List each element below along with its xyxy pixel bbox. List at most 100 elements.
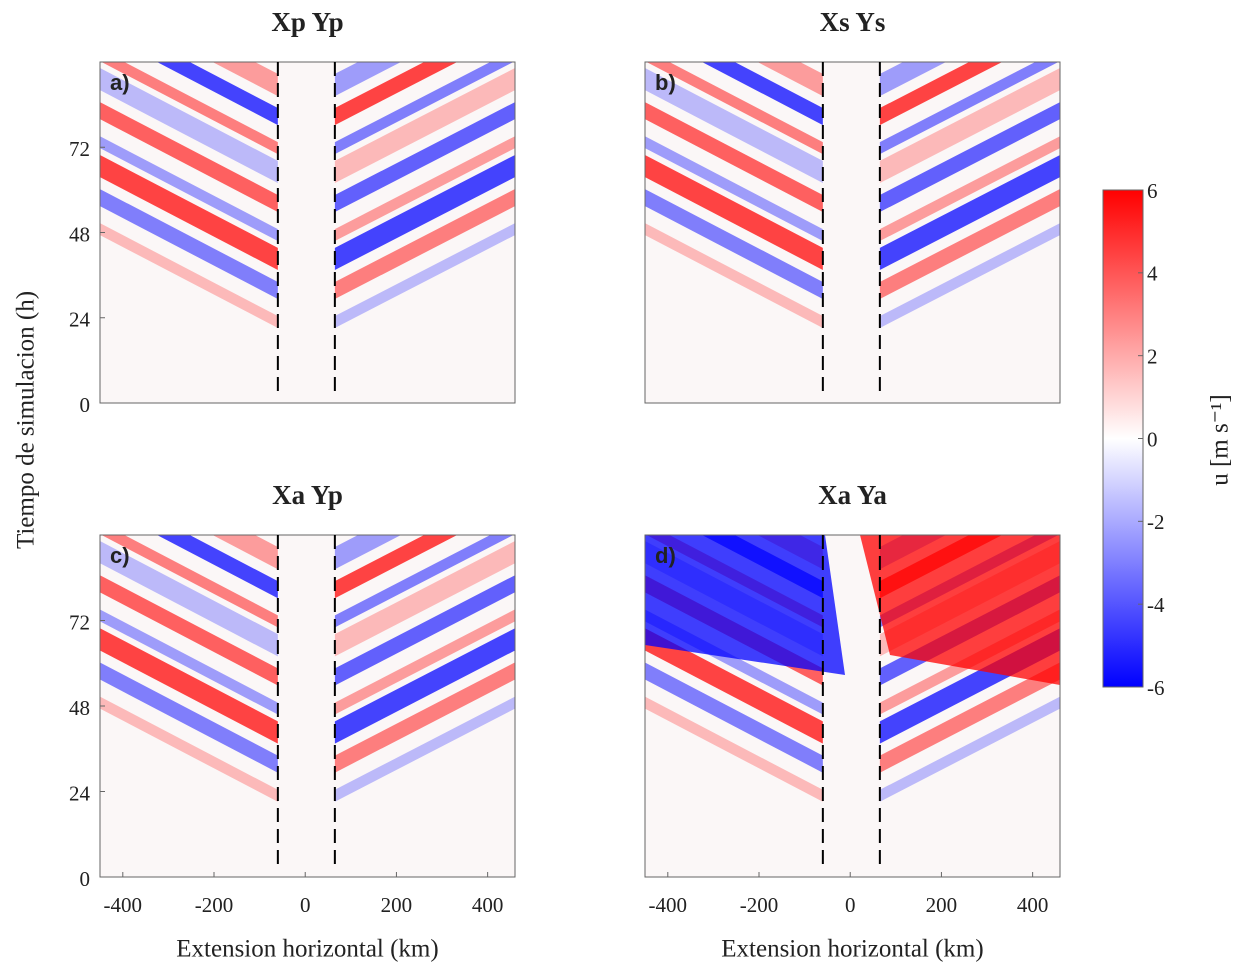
field-texture <box>645 154 823 271</box>
colorbar-tick-label: -6 <box>1147 676 1165 700</box>
panel-label: a) <box>110 70 130 95</box>
field-texture <box>101 62 278 155</box>
field-texture <box>334 575 515 686</box>
field-texture <box>334 67 515 184</box>
field-texture <box>646 62 823 155</box>
x-tick-label: -400 <box>649 893 688 917</box>
x-tick-label: 200 <box>926 893 958 917</box>
x-tick-label: -400 <box>104 893 143 917</box>
x-tick-label: 400 <box>472 893 504 917</box>
y-tick-label: 0 <box>80 393 91 417</box>
field-texture <box>702 62 823 126</box>
field-texture <box>100 154 278 271</box>
field <box>645 62 1060 403</box>
field-bg <box>100 62 515 403</box>
x-tick-label: -200 <box>740 893 779 917</box>
field-texture <box>334 62 458 126</box>
colorbar-tick-label: 6 <box>1147 179 1158 203</box>
field-texture <box>757 62 823 97</box>
field-texture <box>879 62 946 97</box>
x-tick-label: 0 <box>300 893 311 917</box>
field-bg <box>645 62 1060 403</box>
field-texture <box>879 67 1060 184</box>
x-axis-label: Extension horizontal (km) <box>176 936 438 963</box>
field-texture <box>860 535 1060 685</box>
field-texture <box>334 535 458 599</box>
field-texture <box>645 535 845 675</box>
panel-label: c) <box>110 543 130 568</box>
colorbar-tick-label: -4 <box>1147 593 1165 617</box>
panel-title: Xs Ys <box>820 7 886 37</box>
field-texture <box>334 154 515 271</box>
field-texture <box>334 189 515 299</box>
panel-label: b) <box>655 70 676 95</box>
field <box>645 535 1060 877</box>
field <box>100 62 515 403</box>
field <box>100 535 515 877</box>
colorbar-tick-label: 4 <box>1147 262 1158 286</box>
x-tick-label: 200 <box>381 893 413 917</box>
x-tick-label: -200 <box>195 893 234 917</box>
field-texture <box>334 535 514 628</box>
field-texture <box>334 662 515 773</box>
field-texture <box>879 62 1003 126</box>
field-texture <box>334 62 514 155</box>
field-texture <box>645 189 823 299</box>
field-texture <box>100 223 278 328</box>
field-texture <box>334 62 401 97</box>
colorbar-tick-label: -2 <box>1147 510 1165 534</box>
field-texture <box>100 575 278 686</box>
x-tick-label: 400 <box>1017 893 1049 917</box>
field-texture <box>100 541 278 657</box>
field-texture <box>334 541 515 657</box>
panel-title: Xa Yp <box>272 480 343 510</box>
colorbar-tick-label: 2 <box>1147 344 1158 368</box>
y-tick-label: 24 <box>69 308 91 332</box>
colorbar-tick-label: 0 <box>1147 427 1158 451</box>
y-tick-label: 72 <box>69 137 90 161</box>
field-texture <box>334 628 515 744</box>
y-tick-label: 72 <box>69 610 90 634</box>
panel-label: d) <box>655 543 676 568</box>
field-texture <box>879 102 1060 213</box>
field-texture <box>645 628 823 744</box>
field-texture <box>879 189 1060 299</box>
field-texture <box>100 628 278 744</box>
field-texture <box>334 535 401 570</box>
field-texture <box>100 102 278 213</box>
field-texture <box>645 136 823 242</box>
colorbar <box>1102 189 1144 688</box>
panel-title: Xa Ya <box>818 480 887 510</box>
y-tick-label: 0 <box>80 867 91 891</box>
colorbar-label: u [m s⁻¹] <box>1207 394 1234 486</box>
field-texture <box>157 62 278 126</box>
field-texture <box>212 535 278 570</box>
field-texture <box>879 662 1060 773</box>
field-texture <box>212 62 278 97</box>
field-texture <box>645 223 823 328</box>
field-texture <box>334 223 515 328</box>
field-texture <box>101 535 278 628</box>
field-texture <box>879 154 1060 271</box>
y-axis-label: Tiempo de simulacion (h) <box>13 291 40 549</box>
field-texture <box>879 62 1059 155</box>
field-texture <box>879 223 1060 328</box>
field-texture <box>334 609 515 715</box>
field-texture <box>100 696 278 802</box>
field-texture <box>645 662 823 773</box>
y-tick-label: 48 <box>69 696 90 720</box>
field-texture <box>645 696 823 802</box>
field-texture <box>645 102 823 213</box>
field-texture <box>100 609 278 715</box>
y-tick-label: 48 <box>69 222 90 246</box>
field-texture <box>100 68 278 184</box>
field-texture <box>334 102 515 213</box>
field-texture <box>645 68 823 184</box>
y-tick-label: 24 <box>69 781 91 805</box>
field-texture <box>100 136 278 242</box>
field-bg <box>100 535 515 877</box>
field-texture <box>879 696 1060 802</box>
panel-title: Xp Yp <box>271 7 343 37</box>
field-texture <box>334 696 515 802</box>
